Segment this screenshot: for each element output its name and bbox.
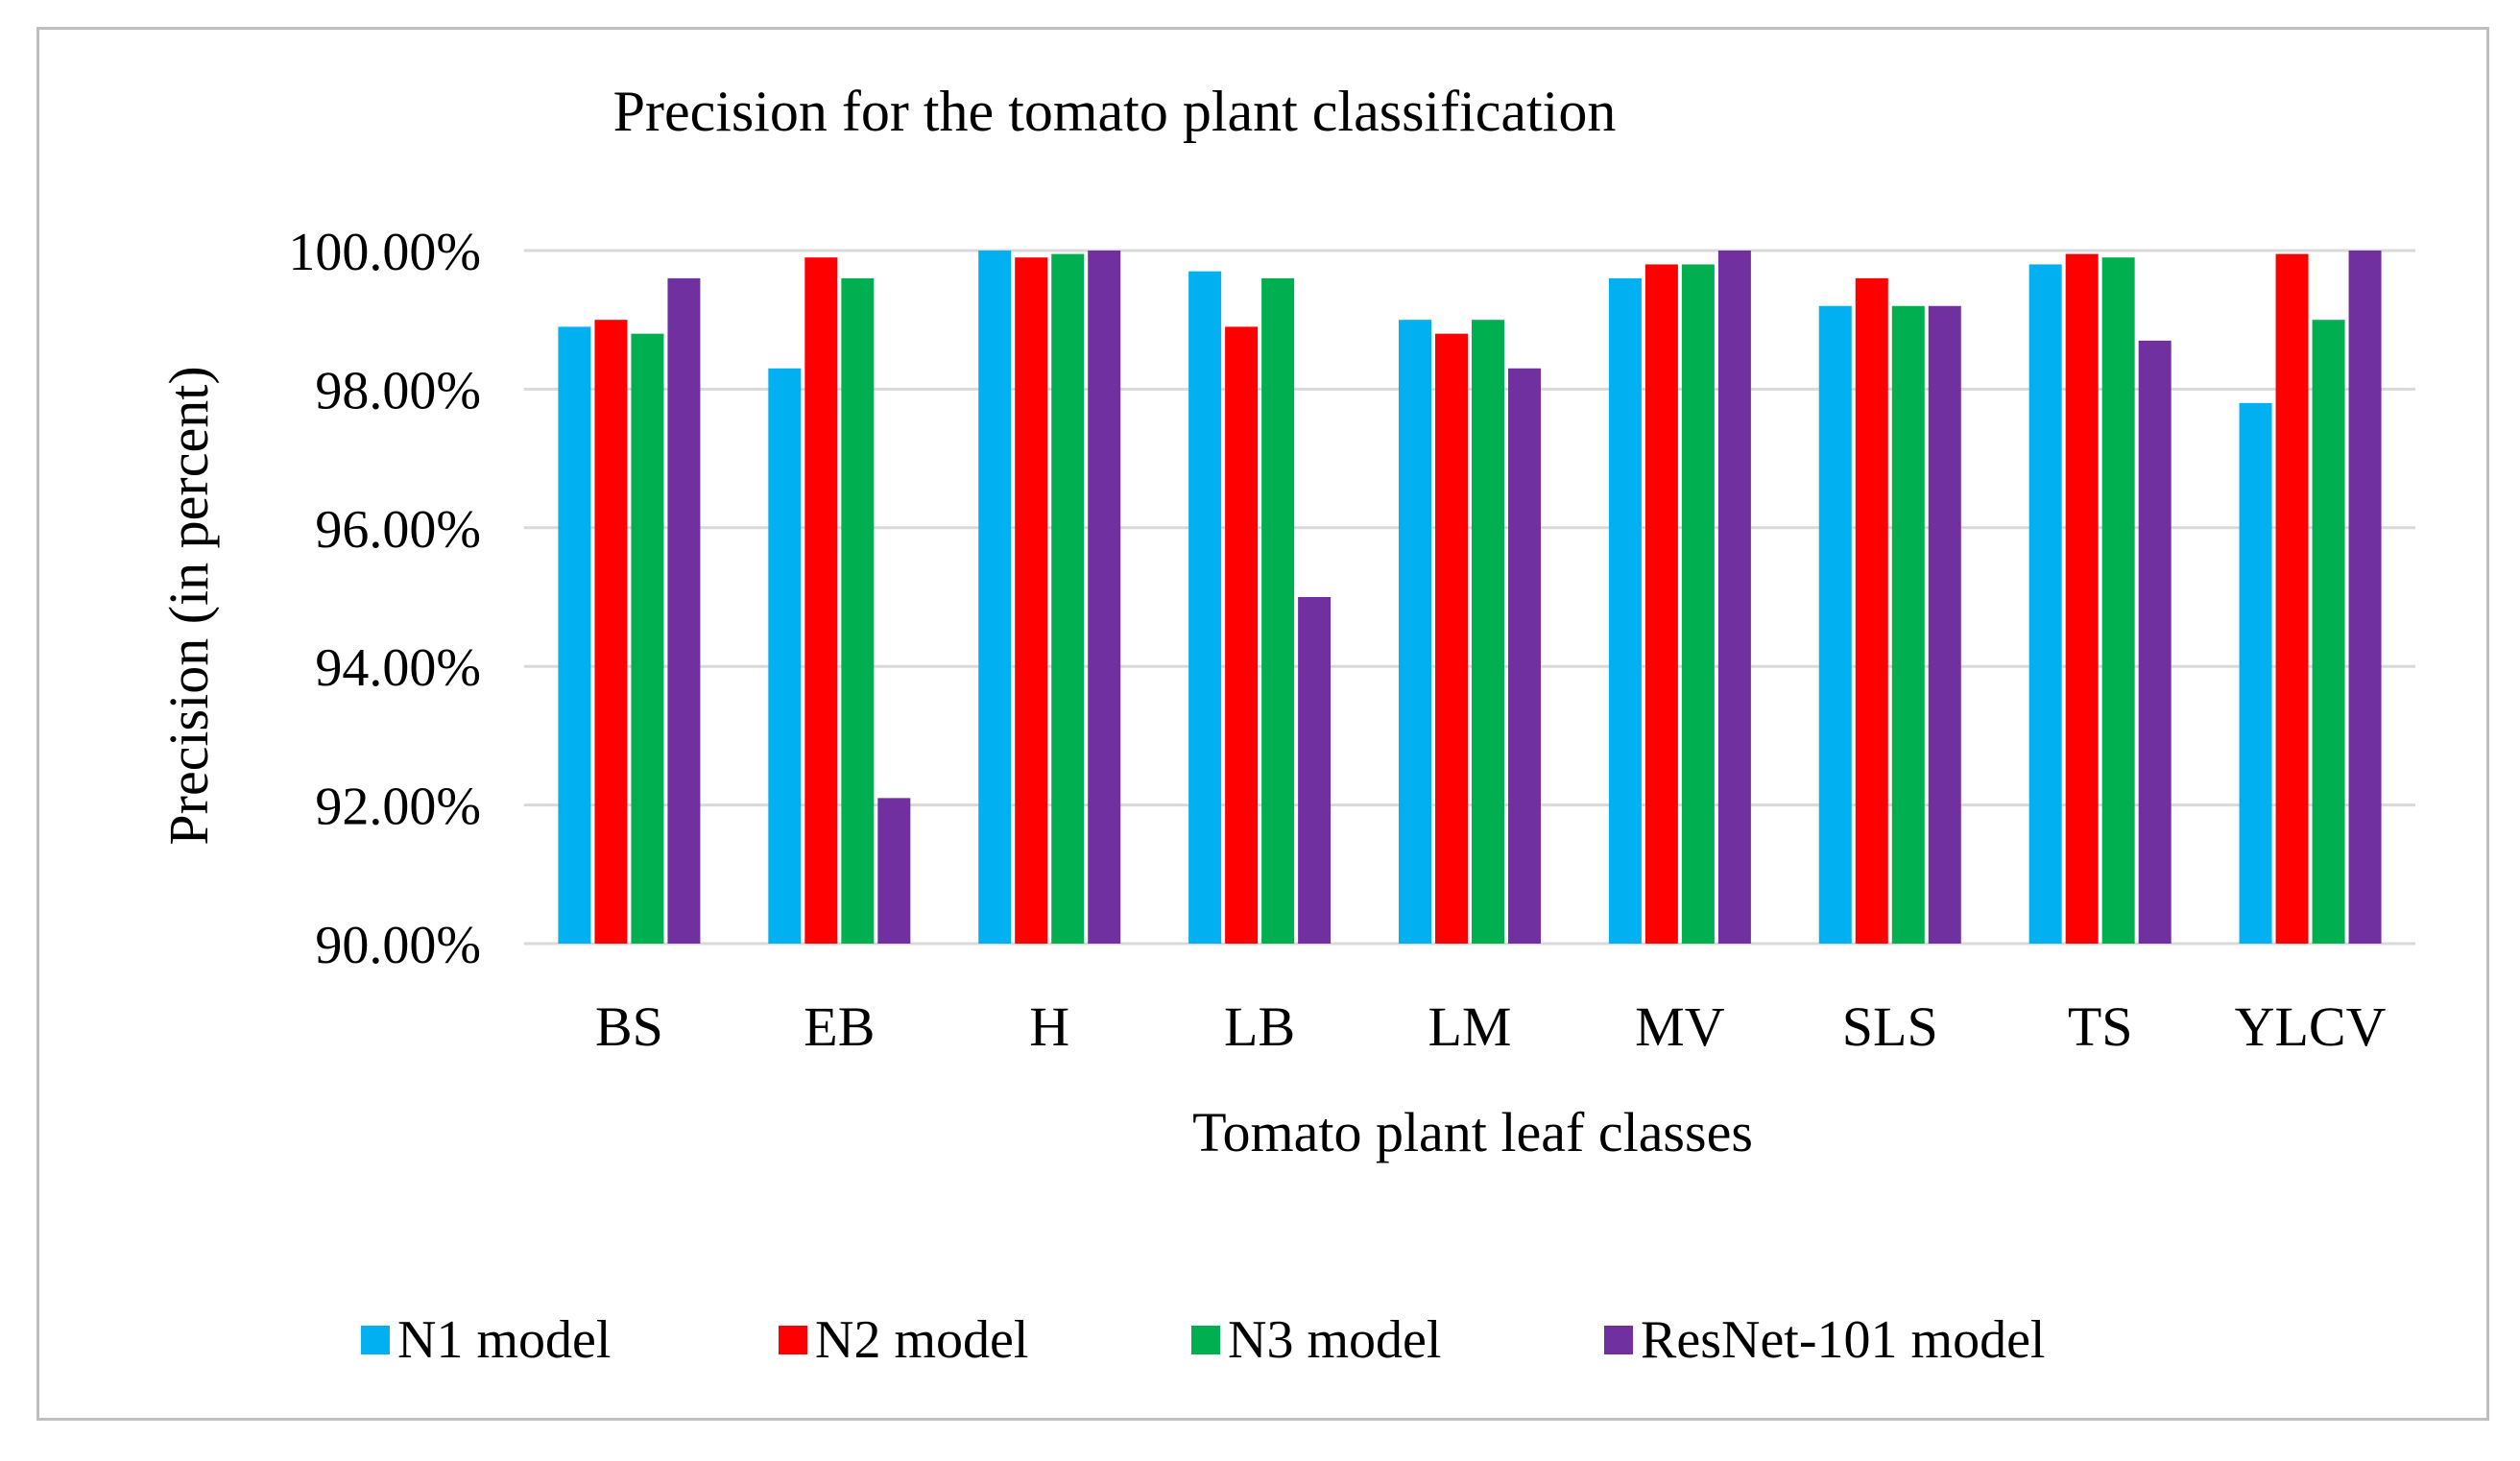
- bar-n3-model-ylcv: [2312, 320, 2345, 944]
- y-tick-label: 96.00%: [315, 500, 481, 560]
- y-tick-label: 90.00%: [315, 916, 481, 975]
- x-axis-title: Tomato plant leaf classes: [1192, 1101, 1753, 1163]
- bar-n3-model-eb: [841, 277, 875, 944]
- x-category-label: EB: [804, 995, 875, 1058]
- x-category-label: BS: [595, 995, 663, 1058]
- bar-n2-model-lm: [1435, 333, 1468, 944]
- bar-resnet-101-model-eb: [877, 798, 911, 944]
- bar-n1-model-ylcv: [2239, 402, 2272, 945]
- bar-n3-model-bs: [631, 333, 664, 944]
- bar-resnet-101-model-sls: [1928, 305, 1961, 944]
- bars: [558, 251, 2382, 945]
- bar-n1-model-h: [978, 251, 1012, 944]
- bar-n1-model-bs: [558, 326, 591, 944]
- bar-n2-model-sls: [1855, 277, 1888, 944]
- bar-n2-model-bs: [594, 320, 628, 944]
- bar-n3-model-h: [1051, 253, 1085, 944]
- bar-n1-model-lm: [1399, 320, 1431, 944]
- bar-n1-model-sls: [1818, 305, 1852, 944]
- legend-swatch: [1604, 1326, 1633, 1354]
- legend-swatch: [1191, 1326, 1220, 1354]
- legend-label: N1 model: [397, 1310, 611, 1370]
- bar-n1-model-eb: [768, 368, 802, 944]
- x-category-label: SLS: [1842, 995, 1938, 1058]
- bar-chart: Precision for the tomato plant classific…: [157, 80, 2415, 1370]
- x-category-label: MV: [1635, 995, 1725, 1058]
- bar-resnet-101-model-lb: [1298, 597, 1332, 944]
- bar-resnet-101-model-lm: [1508, 368, 1541, 944]
- x-category-label: H: [1029, 995, 1069, 1058]
- y-tick-label: 94.00%: [315, 638, 481, 698]
- bar-n1-model-ts: [2028, 264, 2062, 944]
- x-category-label: TS: [2068, 995, 2133, 1058]
- bar-resnet-101-model-ts: [2138, 340, 2172, 944]
- chart-frame: Precision for the tomato plant classific…: [36, 27, 2489, 1421]
- legend-label: N3 model: [1228, 1310, 1441, 1370]
- bar-n1-model-lb: [1188, 271, 1222, 944]
- bar-n2-model-lb: [1225, 326, 1259, 944]
- x-category-labels: BS EB H LB LM MV SLS TS YLCV: [595, 995, 2387, 1058]
- bar-n2-model-ylcv: [2275, 253, 2309, 944]
- x-category-label: LM: [1428, 995, 1512, 1058]
- bar-n1-model-mv: [1608, 277, 1642, 944]
- legend-label: ResNet-101 model: [1641, 1310, 2045, 1370]
- y-tick-labels: 90.00% 92.00% 94.00% 96.00% 98.00% 100.00%: [288, 223, 481, 975]
- gridlines: [524, 249, 2415, 946]
- legend-swatch: [361, 1326, 390, 1354]
- legend-label: N2 model: [815, 1310, 1028, 1370]
- bar-n3-model-sls: [1891, 305, 1925, 944]
- legend-swatch: [779, 1326, 807, 1354]
- bar-resnet-101-model-bs: [667, 277, 701, 944]
- x-category-label: LB: [1224, 995, 1295, 1058]
- bar-n3-model-lm: [1472, 320, 1504, 944]
- legend: N1 model N2 model N3 model ResNet-101 model: [361, 1310, 2045, 1370]
- chart-title: Precision for the tomato plant classific…: [613, 80, 1617, 143]
- bar-resnet-101-model-mv: [1717, 251, 1751, 944]
- bar-resnet-101-model-ylcv: [2348, 251, 2382, 944]
- bar-n3-model-lb: [1261, 277, 1295, 944]
- x-category-label: YLCV: [2235, 995, 2387, 1058]
- bar-n3-model-ts: [2101, 257, 2135, 945]
- y-tick-label: 98.00%: [315, 361, 481, 420]
- bar-n2-model-eb: [804, 257, 838, 945]
- y-axis-title: Precision (in percent): [157, 366, 220, 845]
- bar-n2-model-ts: [2065, 253, 2099, 944]
- bar-n2-model-mv: [1644, 264, 1678, 944]
- y-tick-label: 92.00%: [315, 778, 481, 837]
- bar-n3-model-mv: [1681, 264, 1715, 944]
- bar-n2-model-h: [1015, 257, 1048, 945]
- bar-resnet-101-model-h: [1088, 251, 1121, 944]
- y-tick-label: 100.00%: [288, 223, 481, 282]
